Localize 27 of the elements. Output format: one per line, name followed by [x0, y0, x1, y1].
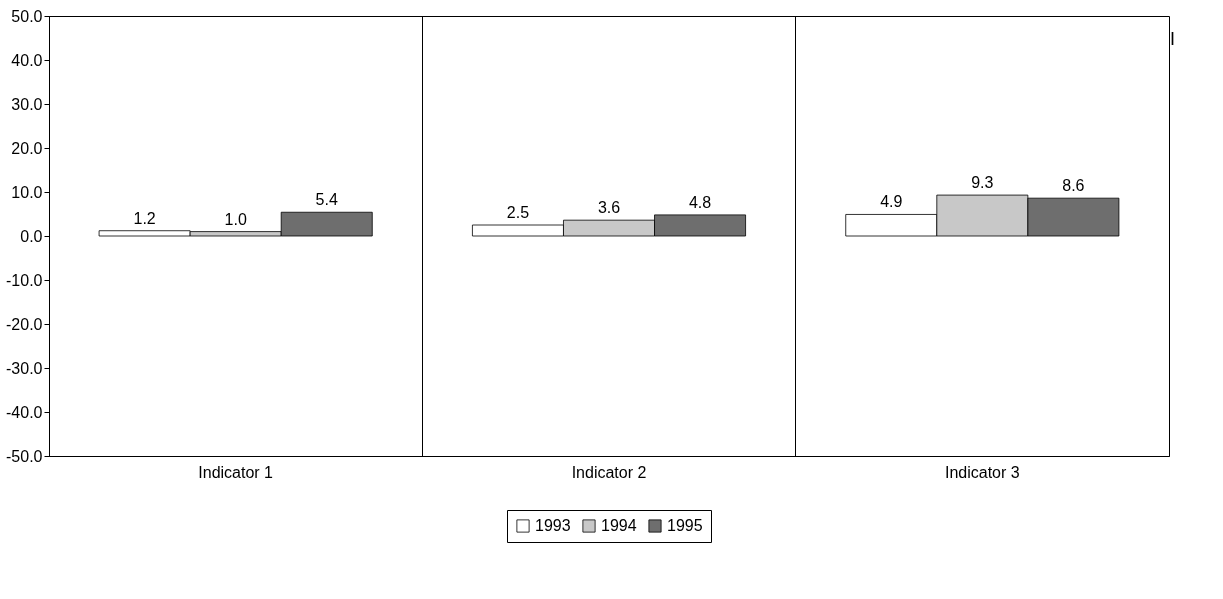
data-label: 3.6 [597, 199, 621, 217]
legend-label: 1993 [535, 517, 571, 534]
x-tick-label: Indicator 2 [571, 463, 647, 481]
y-tick-label: -20.0 [6, 315, 43, 333]
x-tick-label: Indicator 3 [944, 463, 1020, 481]
data-label: 9.3 [971, 174, 994, 192]
y-tick-label: 0.0 [20, 227, 43, 245]
y-tick-label: 40.0 [11, 51, 43, 69]
y-tick-label: -40.0 [6, 403, 43, 421]
legend-label: 1995 [667, 517, 703, 534]
text: I [1170, 29, 1176, 49]
y-tick-label: 30.0 [11, 95, 43, 113]
y-tick-label: -10.0 [6, 271, 43, 289]
data-label: 2.5 [506, 204, 530, 221]
data-label: 5.4 [315, 191, 338, 209]
y-tick-label: 20.0 [11, 139, 43, 157]
x-tick-label: Indicator 1 [198, 463, 274, 481]
y-tick-label: 50.0 [11, 7, 43, 25]
legend-label: 1994 [601, 517, 637, 534]
y-tick-label: 10.0 [11, 183, 43, 201]
data-label: 4.8 [688, 193, 712, 211]
y-tick-label: -30.0 [6, 359, 43, 377]
data-label: 1.2 [133, 209, 156, 227]
data-label: 1.0 [224, 210, 247, 228]
y-tick-label: -50.0 [6, 447, 43, 465]
data-label: 4.9 [880, 193, 903, 211]
data-label: 8.6 [1062, 177, 1085, 195]
